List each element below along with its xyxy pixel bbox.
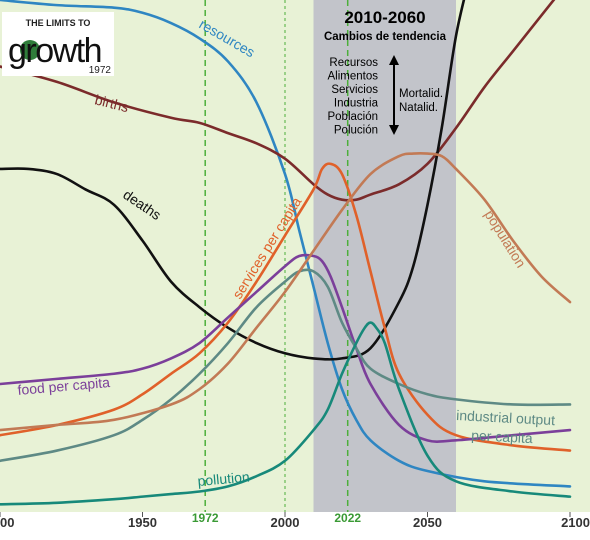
series-line-industrial: [0, 268, 572, 463]
series-line-population: [0, 151, 572, 432]
shade-list-item-0: Recursos: [329, 57, 378, 69]
series-label-5: industrial output: [456, 407, 556, 428]
series-line-deaths: [0, 0, 466, 361]
shade-annotation: 2010-2060 Cambios de tendencia Recursos A…: [324, 8, 447, 137]
plot-background: [0, 0, 590, 512]
series-line-births: [0, 0, 556, 202]
arrow-up-icon: [389, 55, 399, 65]
series-line-services: [0, 162, 572, 452]
arrow-down-icon: [389, 125, 399, 135]
marker-lines: [204, 0, 349, 512]
series-line-resources: [0, 0, 572, 488]
globe-icon: [20, 40, 40, 60]
logo-year: 1972: [89, 65, 112, 76]
logo-top-text: THE LIMITS TO: [26, 18, 91, 28]
logo-box: [2, 12, 114, 76]
shade-right-list: Mortalid. Natalid.: [399, 88, 443, 114]
series-label-8: pollution: [197, 469, 250, 489]
shade-subtitle: Cambios de tendencia: [324, 31, 447, 43]
axis-strip: [0, 512, 590, 540]
shade-title: 2010-2060: [344, 8, 425, 27]
marker-labels: 1972 2022: [192, 511, 362, 525]
shade-right-item-0: Mortalid.: [399, 88, 443, 100]
series-line-pollution: [0, 321, 572, 506]
x-tick-label-4: 2100: [561, 515, 590, 530]
logo: THE LIMITS TO growth 1972: [2, 12, 114, 76]
shade-list-item-5: Polución: [334, 125, 378, 137]
x-tick-label-1: 1950: [128, 515, 157, 530]
marker-label-1: 2022: [334, 511, 361, 525]
x-tick-label-0: 1900: [0, 515, 14, 530]
shade-list-item-4: Población: [327, 111, 378, 123]
series-label-6: per capita: [471, 427, 533, 446]
shaded-period: [313, 0, 456, 512]
shade-list-item-3: Industria: [334, 98, 379, 110]
x-tick-label-2: 2000: [271, 515, 300, 530]
logo-word: growth: [8, 32, 101, 70]
updown-arrow: [389, 55, 399, 135]
marker-label-0: 1972: [192, 511, 219, 525]
x-tick-label-3: 2050: [413, 515, 442, 530]
x-ticks: 1900 1950 2000 2050 2100: [0, 512, 590, 530]
series-lines: [0, 0, 572, 506]
shade-list-item-2: Servicios: [331, 84, 378, 96]
shade-list-item-1: Alimentos: [328, 71, 379, 83]
shade-right-item-1: Natalid.: [399, 102, 438, 114]
